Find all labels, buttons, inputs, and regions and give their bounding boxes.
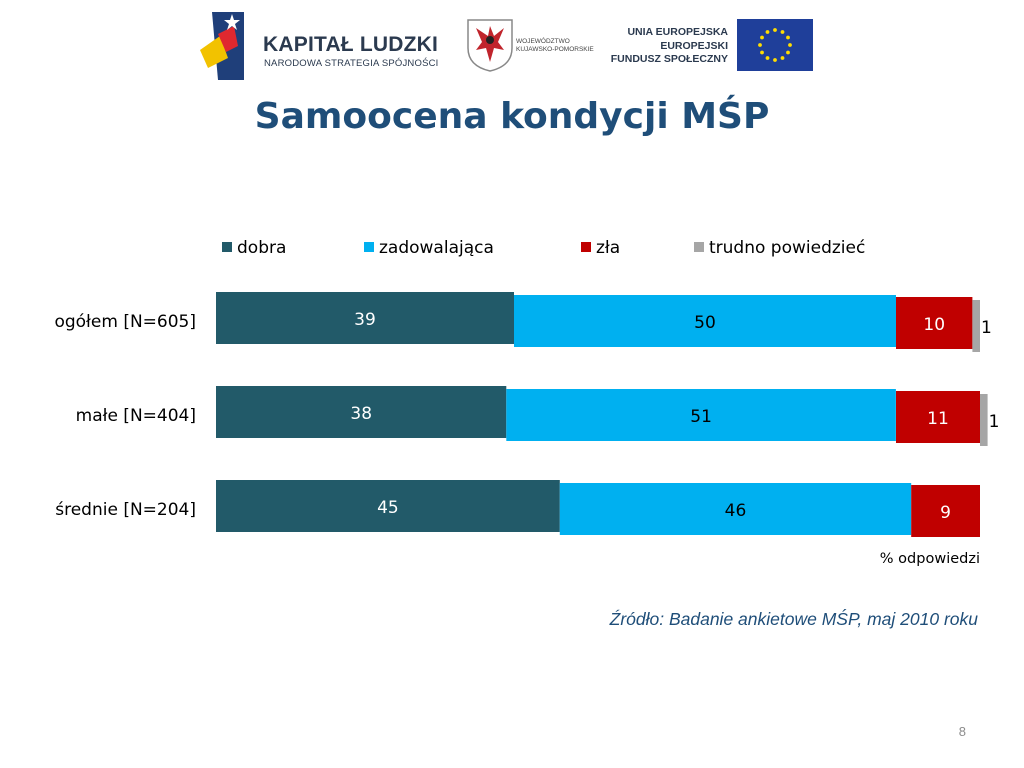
logo-bar: KAPITAŁ LUDZKI NARODOWA STRATEGIA SPÓJNO… [0, 0, 1024, 90]
kapital-ludzki-logo-mark [200, 6, 244, 82]
eu-star-icon [780, 30, 785, 34]
data-label-zadowalajaca-1: 51 [690, 407, 712, 427]
wojewodztwo-line2: KUJAWSKO-POMORSKIE [516, 46, 594, 53]
data-label-dobra-2: 45 [377, 498, 399, 518]
legend-label-zla: zła [596, 238, 621, 258]
slide-title: Samoocena kondycji MŚP [254, 96, 770, 137]
legend-item-zla: zła [581, 238, 620, 258]
data-label-dobra-0: 39 [354, 310, 376, 330]
bar-zadowalajaca-1 [506, 389, 896, 441]
eu-line3: FUNDUSZ SPOŁECZNY [610, 53, 728, 65]
eu-star-icon [788, 43, 792, 47]
eu-line1: UNIA EUROPEJSKA [627, 26, 728, 38]
eu-star-icon [765, 56, 770, 60]
wojewodztwo-crest-icon [467, 19, 513, 72]
data-label-zadowalajaca-0: 50 [694, 313, 716, 333]
category-label-male: małe [N=404] [75, 406, 196, 426]
eu-star-icon [765, 30, 770, 34]
kapital-ludzki-subtitle: NARODOWA STRATEGIA SPÓJNOŚCI [264, 58, 439, 69]
eu-star-icon [773, 58, 777, 62]
legend-label-trudno: trudno powiedzieć [709, 238, 866, 258]
legend-item-zadowalajaca: zadowalająca [364, 238, 494, 258]
data-label-trudno-1: 1 [989, 412, 1000, 432]
eu-label: UNIA EUROPEJSKA EUROPEJSKI FUNDUSZ SPOŁE… [600, 26, 728, 67]
eu-star-icon [760, 35, 764, 40]
eu-star-icon [780, 56, 785, 60]
eu-star-icon [786, 35, 790, 40]
legend-swatch-zadowalajaca [364, 242, 374, 252]
data-label-dobra-1: 38 [350, 404, 372, 424]
eu-line2: EUROPEJSKI [660, 39, 728, 52]
bar-zla-2 [911, 485, 980, 537]
legend-item-trudno: trudno powiedzieć [694, 238, 865, 258]
category-label-srednie: średnie [N=204] [55, 500, 196, 520]
wojewodztwo-label: WOJEWÓDZTWO KUJAWSKO-POMORSKIE [516, 38, 594, 54]
bar-trudno-0 [972, 300, 980, 352]
bar-zadowalajaca-0 [514, 295, 896, 347]
eu-star-icon [758, 43, 762, 47]
bar-zadowalajaca-2 [559, 483, 912, 535]
bar-dobra-1 [216, 386, 507, 438]
data-label-zla-1: 11 [927, 409, 949, 429]
bar-dobra-0 [216, 292, 514, 344]
legend-swatch-dobra [222, 242, 232, 252]
bar-trudno-1 [980, 394, 988, 446]
category-label-ogolem: ogółem [N=605] [54, 312, 196, 332]
legend-swatch-zla [581, 242, 591, 252]
eu-flag-icon [737, 19, 813, 71]
legend-swatch-trudno [694, 242, 704, 252]
bar-zla-0 [896, 297, 973, 349]
bar-dobra-2 [216, 480, 560, 532]
data-label-zla-2: 9 [940, 503, 951, 523]
page-number: 8 [958, 724, 966, 739]
legend-item-dobra: dobra [222, 238, 286, 258]
data-label-zla-0: 10 [923, 315, 945, 335]
data-label-trudno-0: 1 [981, 318, 992, 338]
wojewodztwo-line1: WOJEWÓDZTWO [516, 38, 570, 45]
legend-label-zadowalajaca: zadowalająca [379, 238, 494, 258]
eu-star-icon [760, 50, 764, 55]
legend-label-dobra: dobra [237, 238, 287, 258]
eu-star-icon [786, 50, 790, 55]
bar-zla-1 [896, 391, 980, 443]
kapital-ludzki-name: KAPITAŁ LUDZKI [263, 33, 439, 56]
data-label-zadowalajaca-2: 46 [725, 501, 747, 521]
unit-label: % odpowiedzi [879, 551, 980, 567]
source-note: Źródło: Badanie ankietowe MŚP, maj 2010 … [609, 609, 978, 629]
eu-star-icon [773, 28, 777, 32]
